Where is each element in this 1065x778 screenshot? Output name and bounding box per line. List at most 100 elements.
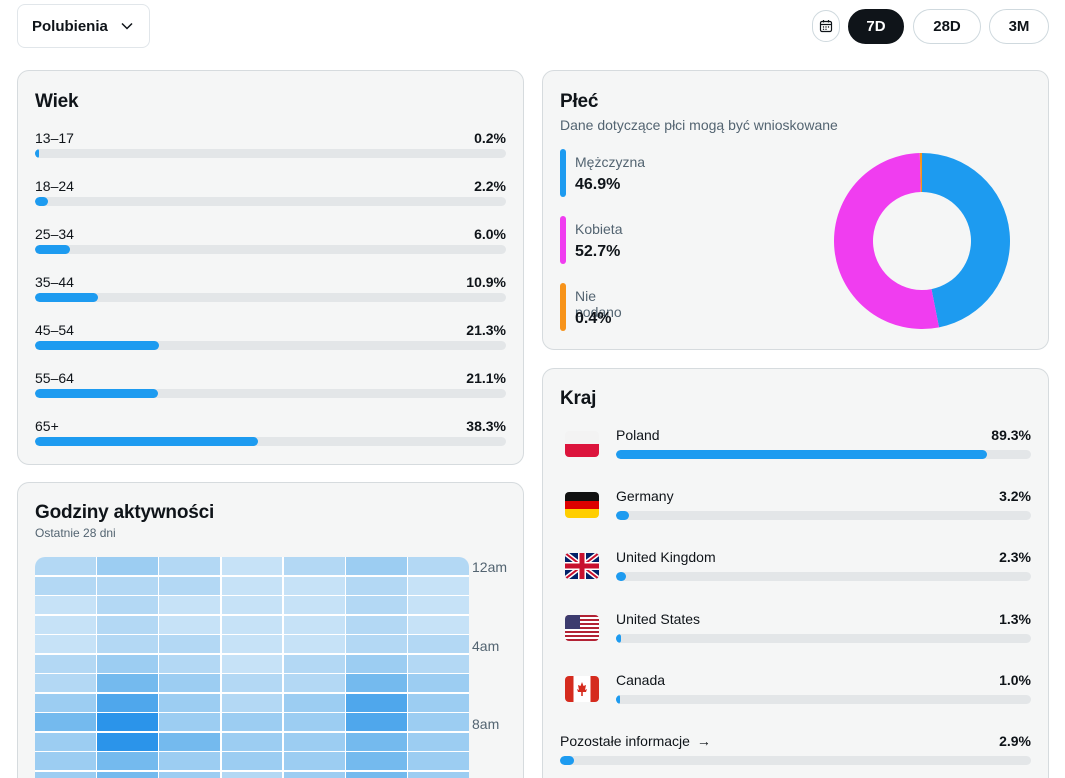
heatmap-cell: [408, 654, 469, 673]
heatmap-cell: [35, 674, 96, 692]
age-pct: 38.3%: [466, 418, 506, 434]
heatmap-cell: [408, 752, 469, 770]
legend-swatch: [560, 149, 566, 197]
heatmap-cell: [35, 654, 96, 673]
age-card: Wiek 13–17 0.2% 18–24 2.2% 25–34 6.0% 35–44 10.…: [17, 70, 524, 465]
age-bar-fill: [35, 389, 158, 398]
country-pct: 1.0%: [999, 672, 1031, 688]
heatmap-cell: [97, 615, 158, 634]
heatmap-cell: [35, 713, 96, 731]
range-3m-button[interactable]: 3M: [989, 9, 1049, 44]
range-28d-button[interactable]: 28D: [913, 9, 981, 44]
country-row-canada: Canada 1.0%: [560, 672, 1031, 712]
age-pct: 6.0%: [474, 226, 506, 242]
age-label: 13–17: [35, 130, 74, 146]
gender-title: Płeć: [560, 91, 599, 112]
heatmap-cell: [97, 732, 158, 751]
country-bar-track: [616, 695, 1031, 704]
calendar-icon: [819, 20, 833, 33]
heatmap-cell: [221, 732, 283, 751]
heatmap-cell: [159, 557, 221, 575]
heatmap-cell: [221, 752, 283, 770]
age-pct: 21.3%: [466, 322, 506, 338]
heatmap-cell: [408, 693, 469, 712]
age-bar-fill: [35, 245, 70, 254]
heatmap-cell: [221, 576, 283, 595]
calendar-button[interactable]: [812, 10, 840, 42]
heatmap-cell: [159, 576, 221, 595]
heatmap-cell: [346, 596, 407, 614]
age-row: 13–17 0.2%: [35, 130, 506, 164]
age-row: 18–24 2.2%: [35, 178, 506, 212]
age-row: 35–44 10.9%: [35, 274, 506, 308]
uk-flag-icon: [565, 553, 599, 579]
gender-donut-chart: [834, 153, 1010, 329]
heatmap-cell: [35, 752, 96, 770]
gender-label: Mężczyzna: [575, 154, 646, 170]
de-flag-icon: [565, 492, 599, 518]
age-bar-fill: [35, 293, 99, 302]
heatmap-cell: [35, 732, 96, 751]
country-name: Germany: [616, 488, 674, 504]
heatmap-cell: [97, 752, 158, 770]
heatmap-cell: [97, 713, 158, 731]
country-row-uk: United Kingdom 2.3%: [560, 549, 1031, 589]
more-info-link[interactable]: Pozostałe informacje →: [560, 733, 711, 749]
donut-slice-2: [919, 153, 922, 193]
age-bar-fill: [35, 149, 39, 158]
gender-value: 46.9%: [575, 176, 621, 193]
gender-card: Płeć Dane dotyczące płci mogą być wniosk…: [542, 70, 1049, 350]
heatmap-cell: [408, 615, 469, 634]
heatmap-cell: [97, 596, 158, 614]
hour-label: 4am: [472, 638, 500, 654]
age-bar-track: [35, 389, 506, 398]
heatmap-cell: [346, 654, 407, 673]
heatmap-cell: [221, 771, 283, 778]
country-row-us: United States 1.3%: [560, 611, 1031, 651]
heatmap-cell: [35, 635, 96, 653]
heatmap-cell: [283, 576, 345, 595]
heatmap-cell: [346, 713, 407, 731]
age-bar-track: [35, 197, 506, 206]
heatmap-cell: [346, 771, 407, 778]
heatmap-cell: [283, 596, 345, 614]
heatmap-cell: [159, 674, 221, 692]
heatmap-cell: [408, 635, 469, 653]
heatmap-cell: [283, 674, 345, 692]
heatmap-cell: [159, 693, 221, 712]
heatmap-cell: [346, 576, 407, 595]
heatmap-cell: [408, 713, 469, 731]
country-name: United States: [616, 611, 701, 627]
activity-heatmap: [35, 557, 469, 778]
range-7d-button[interactable]: 7D: [848, 9, 904, 44]
heatmap-cell: [346, 635, 407, 653]
age-bar-track: [35, 149, 506, 158]
gender-value: 0.4%: [575, 310, 612, 327]
country-name: Poland: [616, 427, 660, 443]
country-bar-fill: [616, 450, 987, 459]
heatmap-cell: [346, 615, 407, 634]
age-pct: 0.2%: [474, 130, 506, 146]
country-pct: 3.2%: [999, 488, 1031, 504]
age-bar-track: [35, 245, 506, 254]
heatmap-cell: [159, 771, 221, 778]
activity-subtitle: Ostatnie 28 dni: [35, 526, 116, 540]
country-name: Canada: [616, 672, 666, 688]
age-bar-fill: [35, 341, 159, 350]
heatmap-cell: [408, 732, 469, 751]
country-pct: 2.3%: [999, 549, 1031, 565]
metric-dropdown[interactable]: Polubienia: [17, 4, 150, 48]
heatmap-cell: [159, 596, 221, 614]
us-flag-icon: [565, 615, 599, 641]
heatmap-cell: [221, 635, 283, 653]
legend-swatch: [560, 216, 566, 264]
country-bar-track: [616, 572, 1031, 581]
heatmap-cell: [97, 635, 158, 653]
heatmap-cell: [221, 596, 283, 614]
age-title: Wiek: [35, 91, 79, 112]
gender-label: Nie podano: [575, 288, 622, 320]
hour-label: 12am: [472, 559, 508, 575]
arrow-right-icon: →: [696, 733, 711, 749]
heatmap-cell: [283, 615, 345, 634]
age-label: 55–64: [35, 370, 74, 386]
